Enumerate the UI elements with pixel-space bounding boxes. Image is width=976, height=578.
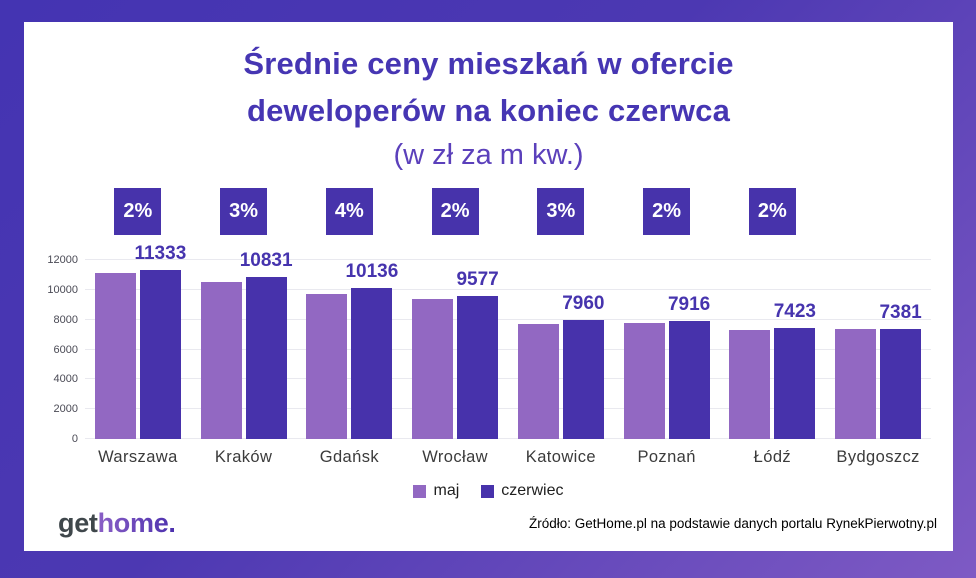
y-axis-tick-12000: 12000	[47, 254, 78, 266]
gridline-12000	[85, 259, 931, 260]
bar-group-Wrocław: 9577	[402, 269, 508, 439]
bar-maj-Gdańsk	[306, 293, 348, 439]
gridline-10000	[85, 288, 931, 290]
pct-change-badges-row: 2% 3% 4% 2% 3% 2% 2%	[85, 188, 931, 235]
legend-item-czerwiec: czerwiec	[481, 482, 564, 500]
value-label-Bydgoszcz: 7381	[879, 301, 922, 323]
logo-text-home: home.	[97, 507, 176, 538]
gridline-6000	[85, 348, 931, 350]
pct-change-badge-Warszawa: 2%	[114, 188, 162, 235]
bar-chart: 0 2000 4000 6000 8000 10000 12000 11333 10831 10…	[47, 235, 931, 445]
value-label-Wrocław: 9577	[456, 269, 499, 291]
bar-group-Łódź: 7423	[720, 301, 826, 439]
bar-maj-Łódź	[729, 330, 771, 439]
pct-change-badge-Wrocław: 2%	[431, 188, 479, 235]
bar-czerwiec-Poznań: 7916	[668, 294, 710, 439]
city-label-Poznań: Poznań	[637, 448, 696, 466]
y-axis-tick-6000: 6000	[53, 343, 78, 356]
title-block: Średnie ceny mieszkań w ofercie dewelope…	[24, 22, 953, 176]
bar-maj-Bydgoszcz	[835, 329, 877, 439]
bar-maj-Katowice	[517, 323, 559, 439]
y-axis-tick-8000: 8000	[53, 313, 78, 326]
bar-czerwiec-Gdańsk: 10136	[345, 261, 398, 439]
badge-cell-Bydgoszcz	[825, 188, 931, 235]
bar-maj-Wrocław	[412, 298, 454, 439]
bar-group-Poznań: 7916	[614, 294, 720, 439]
pct-change-badge-Gdańsk: 4%	[325, 188, 373, 235]
city-label-Bydgoszcz: Bydgoszcz	[836, 448, 920, 466]
value-label-Warszawa: 11333	[134, 242, 187, 264]
gridline-4000	[85, 378, 931, 380]
city-label-Łódź: Łódź	[753, 448, 792, 466]
source-credit: Źródło: GetHome.pl na podstawie danych p…	[529, 515, 937, 531]
badge-cell-Łódź: 2%	[720, 188, 826, 235]
legend-item-maj: maj	[413, 482, 459, 500]
city-label-Katowice: Katowice	[525, 448, 596, 466]
value-label-Poznań: 7916	[667, 293, 711, 315]
badge-cell-Gdańsk: 4%	[297, 188, 403, 235]
bar-czerwiec-Kraków: 10831	[240, 250, 293, 439]
bar-czerwiec-Wrocław: 9577	[456, 269, 499, 439]
bar-czerwiec-Bydgoszcz: 7381	[879, 302, 922, 439]
gethome-logo: gethome.	[58, 508, 176, 539]
bar-groups-layer: 11333 10831 10136 9577 7960 7916 7423 7381	[85, 243, 931, 439]
bar-czerwiec-Warszawa: 11333	[134, 243, 186, 439]
bar-czerwiec-Łódź: 7423	[774, 301, 816, 439]
bar-group-Bydgoszcz: 7381	[825, 302, 931, 439]
badge-cell-Wrocław: 2%	[402, 188, 508, 235]
gridline-8000	[85, 318, 931, 320]
bar-maj-Poznań	[623, 323, 665, 439]
bar-group-Warszawa: 11333	[85, 243, 191, 439]
value-label-Katowice: 7960	[562, 293, 605, 315]
badge-cell-Katowice: 3%	[508, 188, 614, 235]
y-axis-tick-4000: 4000	[53, 373, 78, 386]
value-label-Łódź: 7423	[773, 301, 817, 323]
y-axis-tick-0: 0	[71, 433, 78, 445]
bar-maj-Kraków	[200, 282, 242, 439]
gridline-0	[85, 438, 931, 439]
footer: gethome. Źródło: GetHome.pl na podstawie…	[24, 503, 953, 543]
chart-title-line-2: deweloperów na koniec czerwca	[246, 93, 731, 128]
y-axis-tick-2000: 2000	[53, 403, 78, 416]
bar-group-Kraków: 10831	[191, 250, 297, 439]
x-axis-city-labels: Warszawa Kraków Gdańsk Wrocław Katowice Pozna…	[85, 448, 931, 472]
logo-text-get: get	[58, 507, 98, 538]
bar-group-Gdańsk: 10136	[297, 261, 403, 439]
legend-label-maj: maj	[433, 482, 460, 499]
chart-panel: Średnie ceny mieszkań w ofercie dewelope…	[24, 22, 953, 551]
bar-maj-Warszawa	[94, 273, 136, 439]
city-label-Gdańsk: Gdańsk	[319, 448, 379, 466]
badge-cell-Poznań: 2%	[614, 188, 720, 235]
pct-change-badge-Łódź: 2%	[748, 188, 796, 235]
badge-cell-Kraków: 3%	[191, 188, 297, 235]
city-label-Wrocław: Wrocław	[422, 448, 488, 466]
value-label-Kraków: 10831	[239, 250, 293, 272]
gridline-2000	[85, 408, 931, 410]
legend-swatch-czerwiec	[481, 484, 495, 498]
chart-subtitle: (w zł za m kw.)	[393, 139, 584, 171]
legend: maj czerwiec	[24, 481, 953, 501]
value-label-Gdańsk: 10136	[345, 260, 399, 282]
badge-cell-Warszawa: 2%	[85, 188, 191, 235]
bar-group-Katowice: 7960	[508, 293, 614, 439]
city-label-Kraków: Kraków	[214, 448, 273, 466]
legend-label-czerwiec: czerwiec	[501, 482, 564, 499]
bar-czerwiec-Katowice: 7960	[562, 293, 605, 439]
pct-change-badge-Katowice: 3%	[537, 188, 585, 235]
y-axis-tick-10000: 10000	[47, 283, 78, 296]
pct-change-badge-Kraków: 3%	[220, 188, 268, 235]
chart-title-line-1: Średnie ceny mieszkań w ofercie	[243, 46, 734, 81]
pct-change-badge-Poznań: 2%	[643, 188, 691, 235]
legend-swatch-maj	[413, 484, 427, 498]
city-label-Warszawa: Warszawa	[98, 448, 178, 466]
